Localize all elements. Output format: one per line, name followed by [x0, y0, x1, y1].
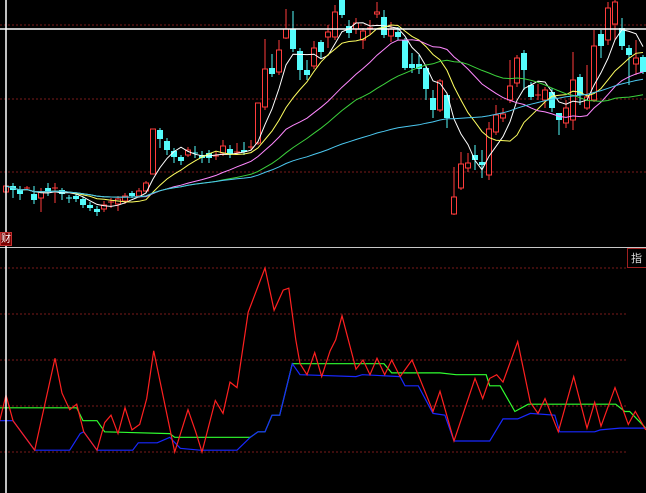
candle-body — [164, 141, 170, 150]
candle-body — [150, 128, 156, 175]
candle-body — [325, 31, 331, 38]
candle-body — [129, 193, 135, 196]
candle-body — [430, 98, 436, 110]
indicator-tab-button[interactable]: 指 — [627, 248, 646, 268]
candle-body — [542, 89, 548, 101]
candle-body — [311, 47, 317, 67]
candle-body — [626, 48, 632, 55]
candle-body — [633, 57, 639, 65]
candle-body — [528, 85, 534, 97]
indicator-green-line — [0, 363, 646, 438]
candle-body — [290, 29, 296, 49]
candle-body — [227, 149, 233, 154]
candle-body — [45, 188, 51, 191]
candle-body — [94, 209, 100, 212]
candle-body — [269, 68, 275, 74]
candle-body — [262, 68, 268, 108]
candle-body — [283, 28, 289, 39]
candle-body — [157, 130, 163, 139]
candle-body — [584, 96, 590, 109]
candle-body — [73, 196, 79, 199]
candle-body — [360, 30, 366, 41]
candle-body — [493, 114, 499, 133]
ma20-line — [5, 39, 644, 198]
candle-body — [332, 11, 338, 38]
candle-body — [276, 49, 282, 73]
candle-body — [171, 151, 177, 157]
candle-body — [465, 162, 471, 169]
candle-body — [619, 28, 625, 46]
finance-tab-button[interactable]: 财 — [0, 232, 12, 246]
candle-body — [500, 113, 506, 119]
candle-body — [605, 7, 611, 41]
candle-body — [178, 157, 184, 161]
candle-body — [437, 80, 443, 111]
candle-body — [241, 150, 247, 152]
candle-body — [591, 45, 597, 101]
candle-body — [472, 155, 478, 160]
candle-body — [570, 79, 576, 121]
ma30-line — [5, 59, 644, 198]
candle-body — [31, 194, 37, 200]
ma5-line — [5, 22, 644, 207]
candle-body — [451, 196, 457, 215]
candle-body — [409, 64, 415, 68]
candle-body — [339, 0, 345, 15]
candle-body — [297, 51, 303, 70]
candle-body — [521, 53, 527, 70]
candle-body — [122, 195, 128, 202]
candle-body — [199, 155, 205, 158]
candle-body — [563, 107, 569, 124]
candle-body — [388, 28, 394, 37]
candle-body — [255, 102, 261, 144]
candle-body — [374, 11, 380, 15]
candle-body — [514, 57, 520, 84]
candle-body — [507, 85, 513, 101]
candle-body — [577, 77, 583, 95]
candle-body — [423, 68, 429, 89]
candle-body — [479, 162, 485, 165]
candle-body — [318, 42, 324, 52]
ma10-line — [5, 24, 644, 203]
candle-body — [549, 92, 555, 108]
candle-body — [304, 70, 310, 75]
candle-body — [59, 190, 65, 194]
candle-body — [87, 205, 93, 208]
candle-body — [136, 190, 142, 197]
candle-body — [444, 95, 450, 118]
candle-body — [402, 40, 408, 68]
candle-body — [458, 163, 464, 189]
candle-body — [80, 199, 86, 205]
candle-body — [395, 32, 401, 37]
candle-body — [598, 34, 604, 46]
indicator-red-line — [0, 265, 646, 455]
candle-body — [612, 1, 618, 25]
indicator-blue-line — [0, 362, 646, 451]
candle-body — [17, 190, 23, 194]
candle-body — [101, 204, 107, 210]
candle-body — [640, 57, 646, 72]
ma60-line — [5, 78, 644, 198]
candle-body — [416, 64, 422, 69]
